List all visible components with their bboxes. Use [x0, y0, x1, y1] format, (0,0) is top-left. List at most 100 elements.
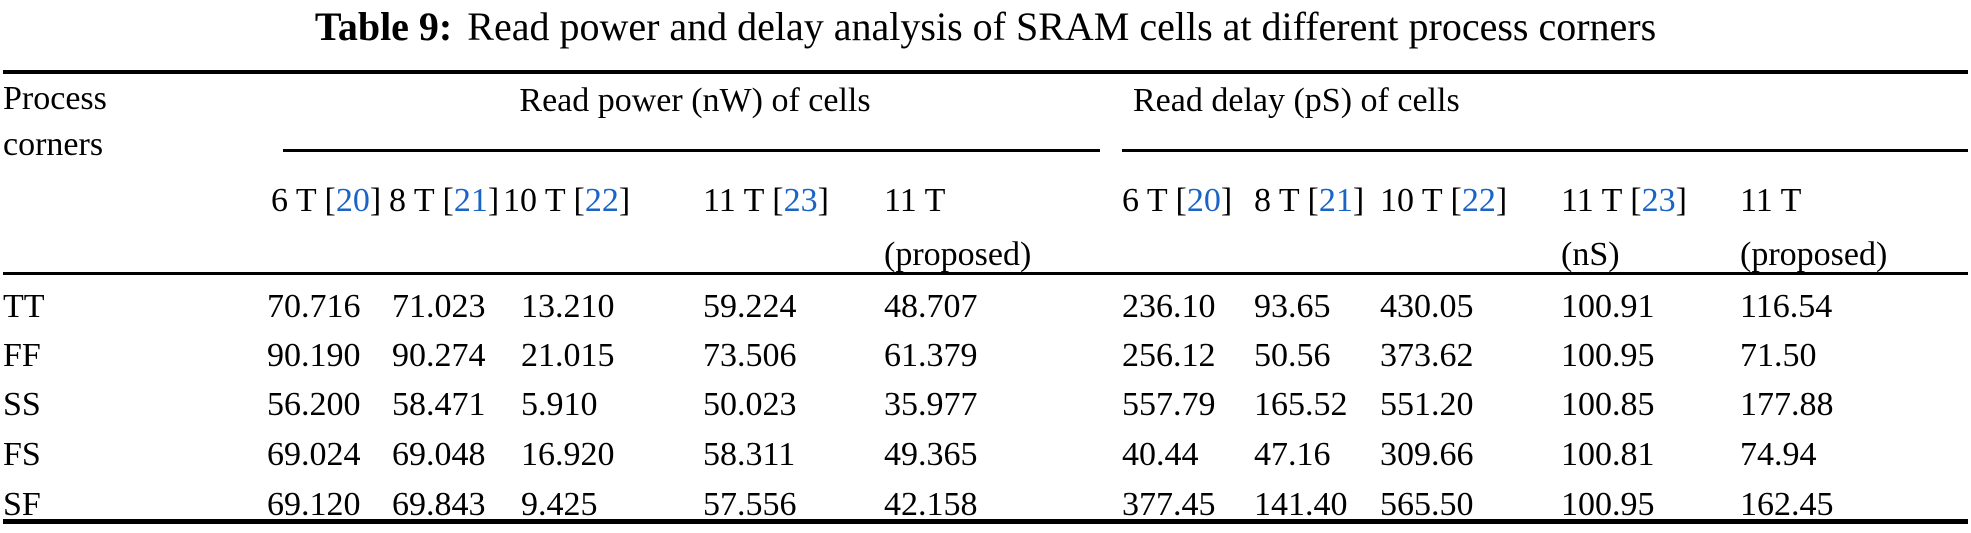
data-cell: 58.471 — [392, 386, 486, 423]
data-cell: 90.190 — [267, 337, 361, 374]
data-cell: 9.425 — [521, 486, 598, 523]
column-header-power-8t: 8 T [21] — [389, 184, 499, 272]
data-cell: 13.210 — [521, 288, 615, 325]
column-header-text: 10 T [ — [503, 182, 585, 219]
data-cell: 35.977 — [884, 386, 978, 423]
data-cell: 377.45 — [1122, 486, 1216, 523]
column-header-text: 8 T [ — [1254, 182, 1319, 219]
data-cell: 57.556 — [703, 486, 797, 523]
data-cell: 49.365 — [884, 436, 978, 473]
delay-group-rule — [1122, 149, 1968, 152]
row-label: FF — [3, 337, 41, 374]
data-cell: 50.023 — [703, 386, 797, 423]
column-header-delay-8t: 8 T [21] — [1254, 184, 1364, 272]
column-header-line1: 10 T [22] — [503, 184, 630, 218]
data-cell: 50.56 — [1254, 337, 1331, 374]
data-cell: 71.023 — [392, 288, 486, 325]
row-header-process-corners: Process corners — [3, 82, 107, 162]
row-header-line2: corners — [3, 126, 104, 163]
data-cell: 256.12 — [1122, 337, 1216, 374]
citation-link[interactable]: 20 — [335, 182, 370, 219]
column-header-text: 6 T [ — [1122, 182, 1187, 219]
data-cell: 100.95 — [1561, 486, 1655, 523]
column-header-delay-11t-proposed: 11 T (proposed) — [1740, 184, 1887, 272]
table-caption-number: Table 9: — [314, 4, 453, 49]
column-header-line2: (proposed) — [884, 236, 1032, 273]
data-cell: 162.45 — [1740, 486, 1834, 523]
column-header-line1: 11 T [23] — [1561, 184, 1687, 218]
data-cell: 141.40 — [1254, 486, 1348, 523]
column-header-line2 — [271, 238, 381, 272]
citation-link[interactable]: 22 — [584, 182, 619, 219]
citation-link[interactable]: 21 — [453, 182, 488, 219]
data-cell: 16.920 — [521, 436, 615, 473]
column-header-text: ] — [817, 182, 829, 219]
data-cell: 61.379 — [884, 337, 978, 374]
data-cell: 551.20 — [1380, 386, 1474, 423]
table-mid-rule — [3, 272, 1968, 275]
citation-link[interactable]: 23 — [783, 182, 818, 219]
column-group-header-read-delay: Read delay (pS) of cells — [1133, 82, 1460, 119]
data-cell: 73.506 — [703, 337, 797, 374]
column-header-line1: 11 T [23] — [703, 184, 829, 218]
column-header-text: 8 T [ — [389, 182, 454, 219]
data-cell: 177.88 — [1740, 386, 1834, 423]
data-cell: 93.65 — [1254, 288, 1331, 325]
column-header-text: 11 T [ — [1561, 182, 1642, 219]
citation-link[interactable]: 22 — [1461, 182, 1496, 219]
column-header-line1: 8 T [21] — [389, 184, 499, 218]
data-cell: 116.54 — [1740, 288, 1833, 325]
data-cell: 40.44 — [1122, 436, 1199, 473]
column-header-text: ] — [1495, 182, 1508, 219]
row-label: TT — [3, 288, 45, 325]
column-header-line1: 11 T — [1740, 184, 1887, 218]
data-cell: 100.81 — [1561, 436, 1655, 473]
column-header-line2 — [503, 238, 630, 272]
column-header-text: 11 T — [884, 182, 946, 219]
column-header-line2 — [389, 238, 499, 272]
column-header-text: ] — [618, 182, 631, 219]
data-cell: 59.224 — [703, 288, 797, 325]
data-cell: 47.16 — [1254, 436, 1331, 473]
power-group-rule — [283, 149, 1100, 152]
citation-link[interactable]: 23 — [1641, 182, 1676, 219]
data-cell: 58.311 — [703, 436, 796, 473]
column-header-line2 — [1254, 238, 1364, 272]
data-cell: 430.05 — [1380, 288, 1474, 325]
data-cell: 5.910 — [521, 386, 598, 423]
column-header-power-11t-proposed: 11 T (proposed) — [884, 184, 1031, 272]
column-header-line1: 11 T — [884, 184, 1031, 218]
citation-link[interactable]: 20 — [1186, 182, 1221, 219]
column-header-line1: 8 T [21] — [1254, 184, 1364, 218]
data-cell: 70.716 — [267, 288, 361, 325]
column-header-delay-6t: 6 T [20] — [1122, 184, 1232, 272]
citation-link[interactable]: 21 — [1318, 182, 1353, 219]
table-bottom-rule — [3, 519, 1968, 524]
column-header-line2: (nS) — [1561, 236, 1620, 273]
column-header-text: 11 T [ — [703, 182, 784, 219]
column-header-line1: 6 T [20] — [271, 184, 381, 218]
column-header-text: ] — [487, 182, 500, 219]
data-cell: 69.843 — [392, 486, 486, 523]
data-cell: 236.10 — [1122, 288, 1216, 325]
data-cell: 565.50 — [1380, 486, 1474, 523]
column-header-delay-11t-ns: 11 T [23] (nS) — [1561, 184, 1687, 272]
data-cell: 69.120 — [267, 486, 361, 523]
data-cell: 100.95 — [1561, 337, 1655, 374]
column-header-text: 6 T [ — [271, 182, 336, 219]
column-header-text: ] — [1220, 182, 1233, 219]
column-header-line2 — [1122, 238, 1232, 272]
row-label: SS — [3, 386, 41, 423]
data-cell: 557.79 — [1122, 386, 1216, 423]
column-header-line1: 10 T [22] — [1380, 184, 1507, 218]
table-caption: Table 9: Read power and delay analysis of… — [0, 4, 1971, 50]
column-header-delay-10t: 10 T [22] — [1380, 184, 1507, 272]
column-header-power-11t: 11 T [23] — [703, 184, 829, 272]
column-header-line1: 6 T [20] — [1122, 184, 1232, 218]
column-header-text: 10 T [ — [1380, 182, 1462, 219]
table-top-rule — [3, 70, 1968, 74]
data-cell: 90.274 — [392, 337, 486, 374]
data-cell: 69.024 — [267, 436, 361, 473]
column-header-text: 11 T — [1740, 182, 1802, 219]
